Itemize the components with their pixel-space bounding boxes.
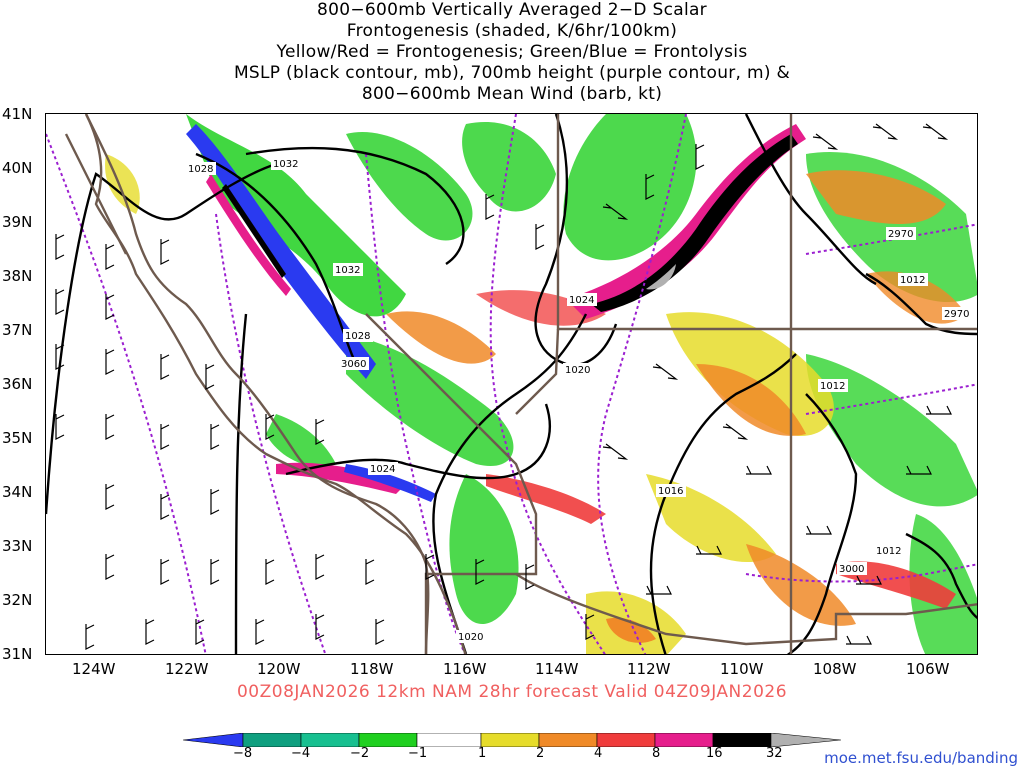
lat-label: 40N bbox=[2, 159, 33, 177]
colorbar-label: 2 bbox=[536, 746, 545, 761]
colorbar-cell bbox=[654, 733, 714, 747]
colorbar-label: 4 bbox=[594, 746, 603, 761]
lon-label: 110W bbox=[720, 660, 764, 678]
lon-label: 106W bbox=[906, 660, 950, 678]
contour-label: 1012 bbox=[876, 546, 901, 557]
shading-layer bbox=[105, 114, 977, 654]
colorbar bbox=[183, 733, 842, 747]
lat-label: 38N bbox=[2, 267, 33, 285]
contour-label: 1024 bbox=[569, 295, 594, 306]
contour-label: 1032 bbox=[335, 265, 360, 276]
contour-label: 3060 bbox=[341, 359, 366, 370]
lon-label: 120W bbox=[257, 660, 301, 678]
lon-label: 118W bbox=[350, 660, 394, 678]
colorbar-cell bbox=[358, 733, 418, 747]
title-line-5: 800−600mb Mean Wind (barb, kt) bbox=[361, 84, 663, 104]
lat-label: 34N bbox=[2, 483, 33, 501]
colorbar-label: −4 bbox=[291, 746, 311, 761]
colorbar-label: −1 bbox=[408, 746, 428, 761]
contour-label-boxes bbox=[186, 157, 972, 643]
colorbar-cell bbox=[416, 733, 482, 747]
map-panel: 1028 1032 1032 1028 3060 1024 1020 1024 … bbox=[45, 113, 978, 655]
colorbar-cell bbox=[538, 733, 598, 747]
lat-label: 32N bbox=[2, 591, 33, 609]
lon-label: 116W bbox=[443, 660, 487, 678]
colorbar-cell bbox=[300, 733, 360, 747]
contour-label: 1020 bbox=[565, 365, 590, 376]
lon-label: 114W bbox=[535, 660, 579, 678]
contour-label: 1028 bbox=[345, 331, 370, 342]
colorbar-label: 16 bbox=[706, 746, 723, 761]
lat-label: 35N bbox=[2, 429, 33, 447]
lat-label: 36N bbox=[2, 375, 33, 393]
colorbar-label: 32 bbox=[766, 746, 783, 761]
lat-label: 37N bbox=[2, 321, 33, 339]
colorbar-cell bbox=[183, 733, 244, 747]
colorbar-cell bbox=[596, 733, 656, 747]
forecast-valid-line: 00Z08JAN2026 12km NAM 28hr forecast Vali… bbox=[236, 682, 788, 702]
colorbar-label: 1 bbox=[478, 746, 487, 761]
lat-label: 41N bbox=[2, 105, 33, 123]
contour-label: 1012 bbox=[820, 381, 845, 392]
contour-label: 1028 bbox=[188, 164, 213, 175]
contour-label: 1032 bbox=[273, 159, 298, 170]
colorbar-cell bbox=[242, 733, 302, 747]
title-line-4: MSLP (black contour, mb), 700mb height (… bbox=[233, 63, 791, 83]
contour-label: 2970 bbox=[888, 229, 913, 240]
colorbar-cell bbox=[480, 733, 540, 747]
contour-label: 1016 bbox=[658, 486, 683, 497]
title-line-2: Frontogenesis (shaded, K/6hr/100km) bbox=[346, 21, 678, 41]
contour-label: 1012 bbox=[900, 275, 925, 286]
title-line-3: Yellow/Red = Frontogenesis; Green/Blue =… bbox=[276, 42, 748, 62]
wind-barbs bbox=[55, 123, 952, 650]
lon-label: 122W bbox=[165, 660, 209, 678]
lon-label: 108W bbox=[813, 660, 857, 678]
contour-labels: 1028 1032 1032 1028 3060 1024 1020 1024 … bbox=[188, 159, 969, 643]
lat-label: 33N bbox=[2, 537, 33, 555]
colorbar-cell bbox=[770, 733, 842, 747]
colorbar-label: −2 bbox=[350, 746, 370, 761]
frontogenesis-map: 1028 1032 1032 1028 3060 1024 1020 1024 … bbox=[46, 114, 977, 654]
colorbar-label: 8 bbox=[652, 746, 661, 761]
colorbar-label: −8 bbox=[233, 746, 253, 761]
lon-label: 112W bbox=[627, 660, 671, 678]
lat-label: 31N bbox=[2, 645, 33, 663]
colorbar-cell bbox=[712, 733, 772, 747]
contour-label: 2970 bbox=[944, 309, 969, 320]
contour-label: 1024 bbox=[370, 464, 395, 475]
contour-label: 1020 bbox=[458, 632, 483, 643]
contour-label: 3000 bbox=[839, 564, 864, 575]
lon-label: 124W bbox=[72, 660, 116, 678]
lat-label: 39N bbox=[2, 213, 33, 231]
title-line-1: 800−600mb Vertically Averaged 2−D Scalar bbox=[317, 0, 707, 20]
site-url-link[interactable]: moe.met.fsu.edu/banding bbox=[824, 749, 1018, 767]
coastline bbox=[84, 114, 467, 654]
mslp-contours bbox=[46, 114, 977, 654]
